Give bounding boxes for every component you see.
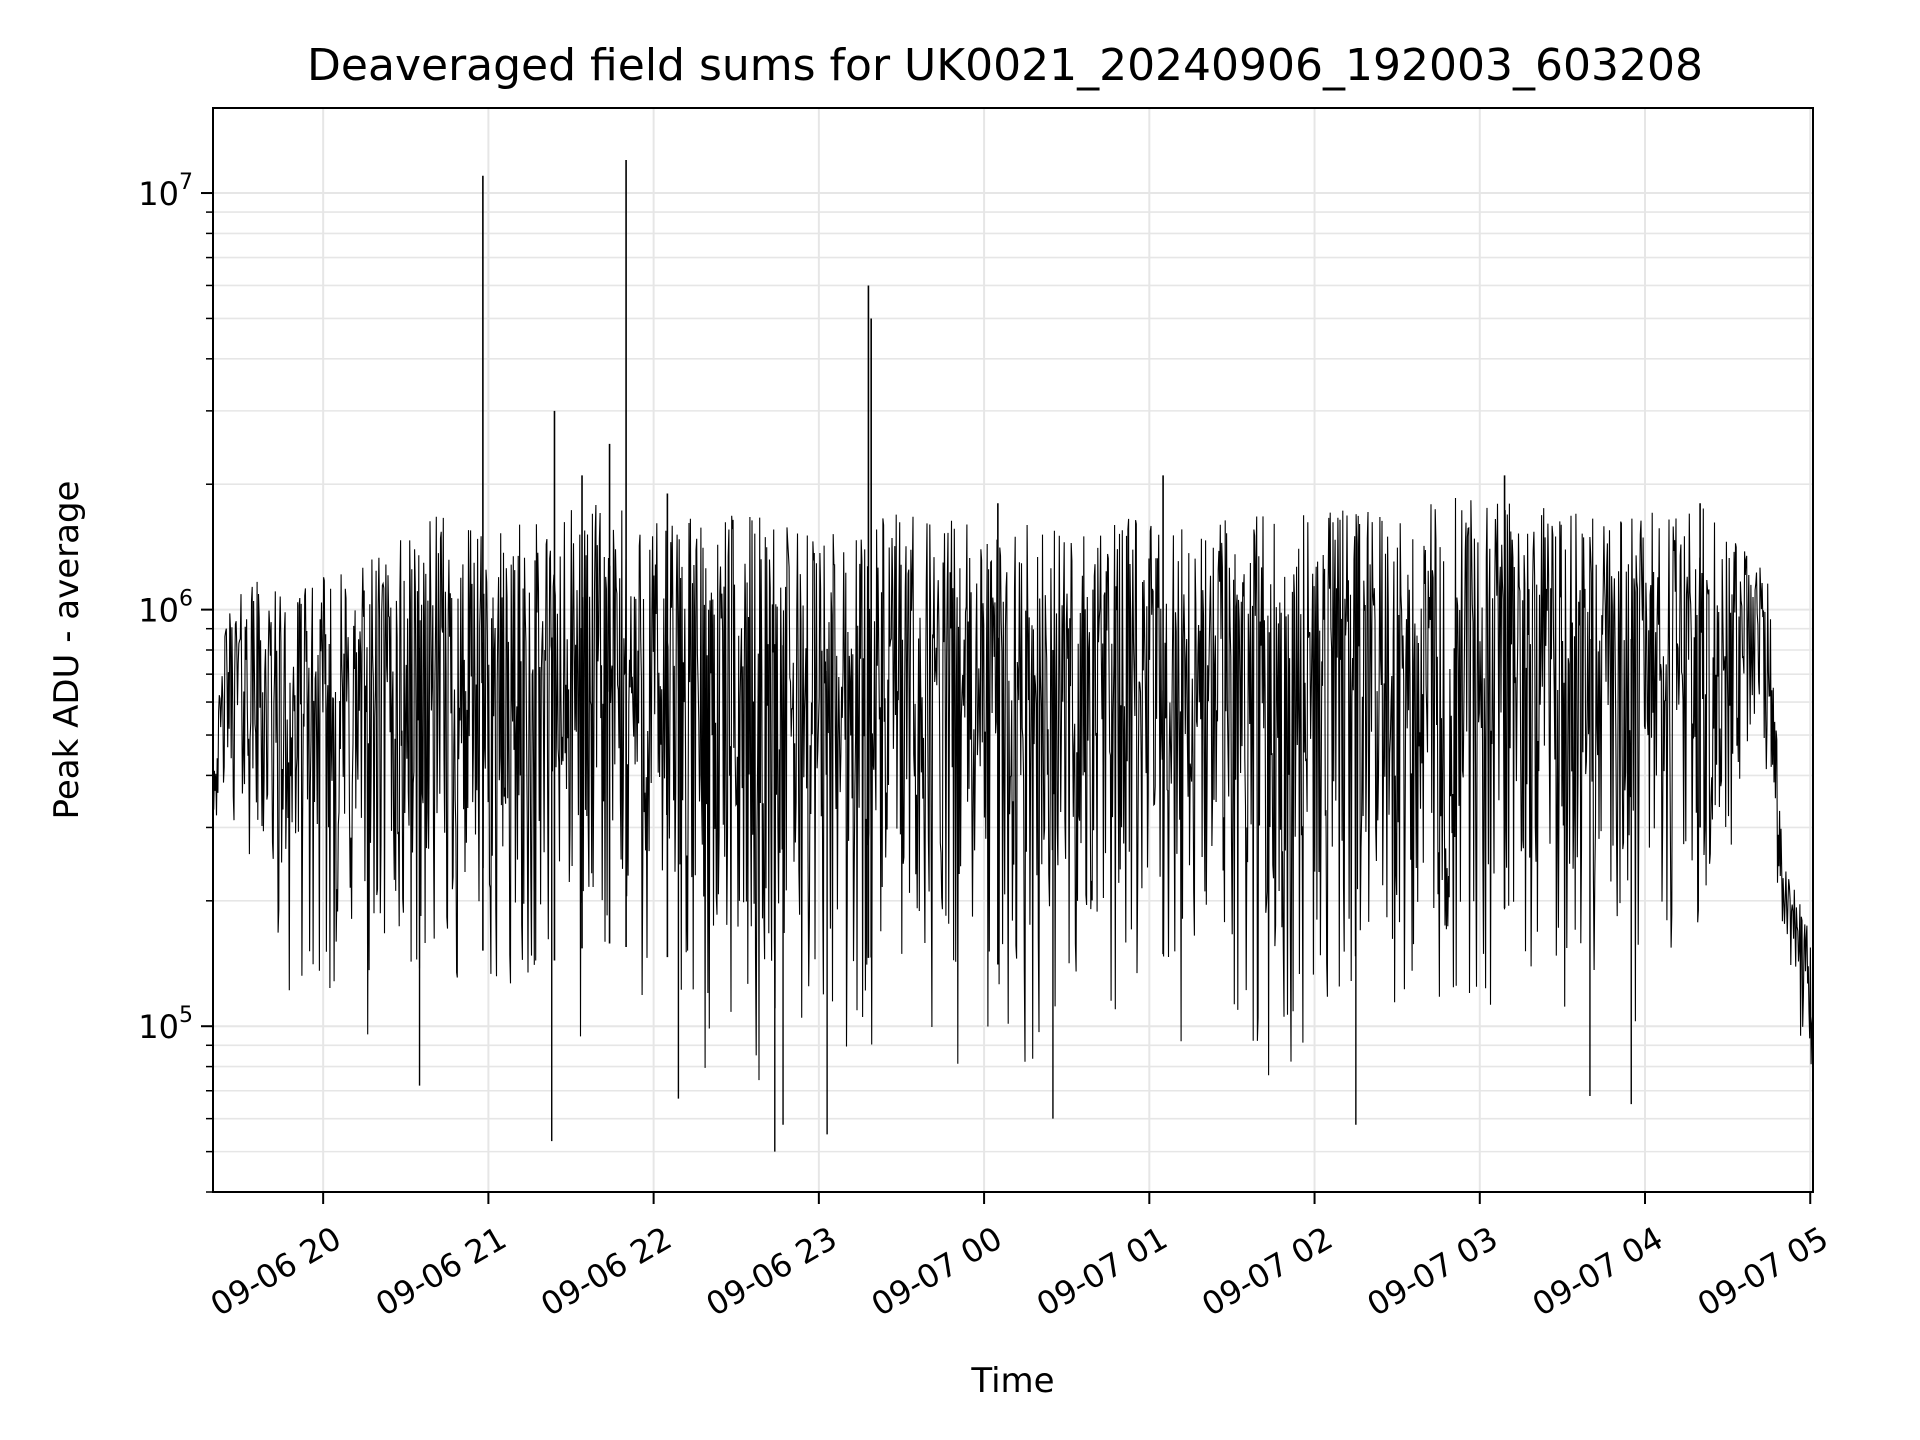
y-axis: 105 106 107 — [138, 170, 213, 1193]
chart-title: Deaveraged field sums for UK0021_2024090… — [307, 40, 1703, 91]
x-axis-label: Time — [970, 1361, 1054, 1401]
y-tick-label: 107 — [138, 170, 193, 213]
y-tick-label: 106 — [138, 587, 193, 630]
series-line — [213, 497, 1813, 1081]
y-axis-label: Peak ADU - average — [47, 481, 87, 820]
y-tick-label: 105 — [138, 1003, 193, 1046]
data-series — [213, 160, 1813, 1152]
